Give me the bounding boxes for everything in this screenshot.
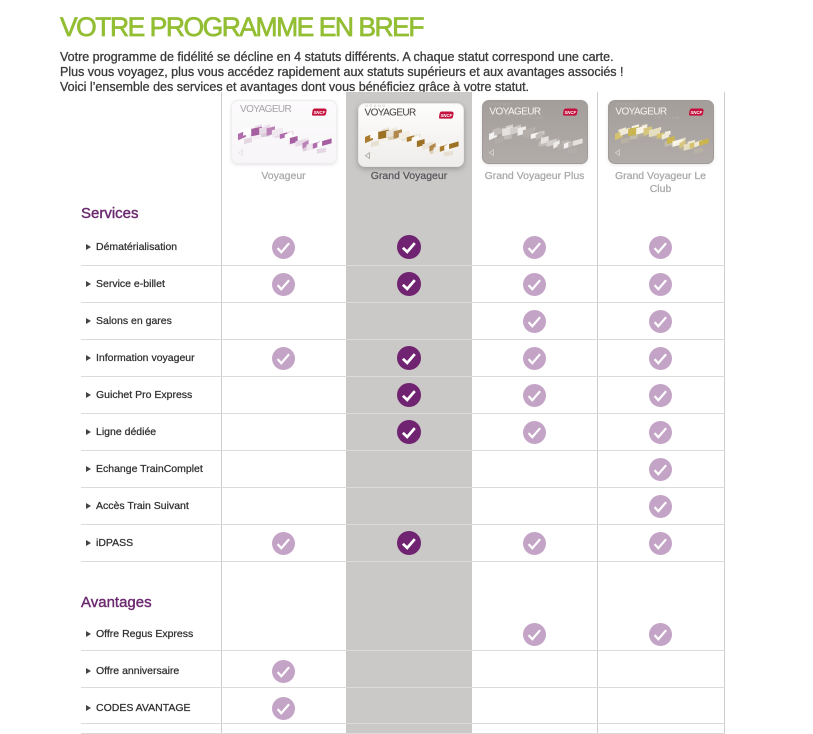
svg-text:SNCF: SNCF — [440, 113, 452, 118]
svg-text:SNCF: SNCF — [564, 110, 576, 115]
svg-text:VOYAGEUR: VOYAGEUR — [240, 104, 292, 115]
svg-text:SNCF: SNCF — [313, 110, 325, 115]
svg-text:GRAND: GRAND — [615, 103, 637, 107]
svg-text:GRAND: GRAND — [365, 104, 387, 108]
svg-text:SNCF: SNCF — [690, 110, 702, 115]
svg-text:PLUS: PLUS — [529, 115, 544, 120]
svg-text:VOYAGEUR: VOYAGEUR — [489, 106, 541, 117]
svg-text:VOYAGEUR: VOYAGEUR — [364, 107, 416, 118]
svg-text:GRAND: GRAND — [489, 103, 511, 107]
svg-text:LE CLUB: LE CLUB — [655, 115, 680, 120]
svg-text:VOYAGEUR: VOYAGEUR — [615, 106, 667, 117]
